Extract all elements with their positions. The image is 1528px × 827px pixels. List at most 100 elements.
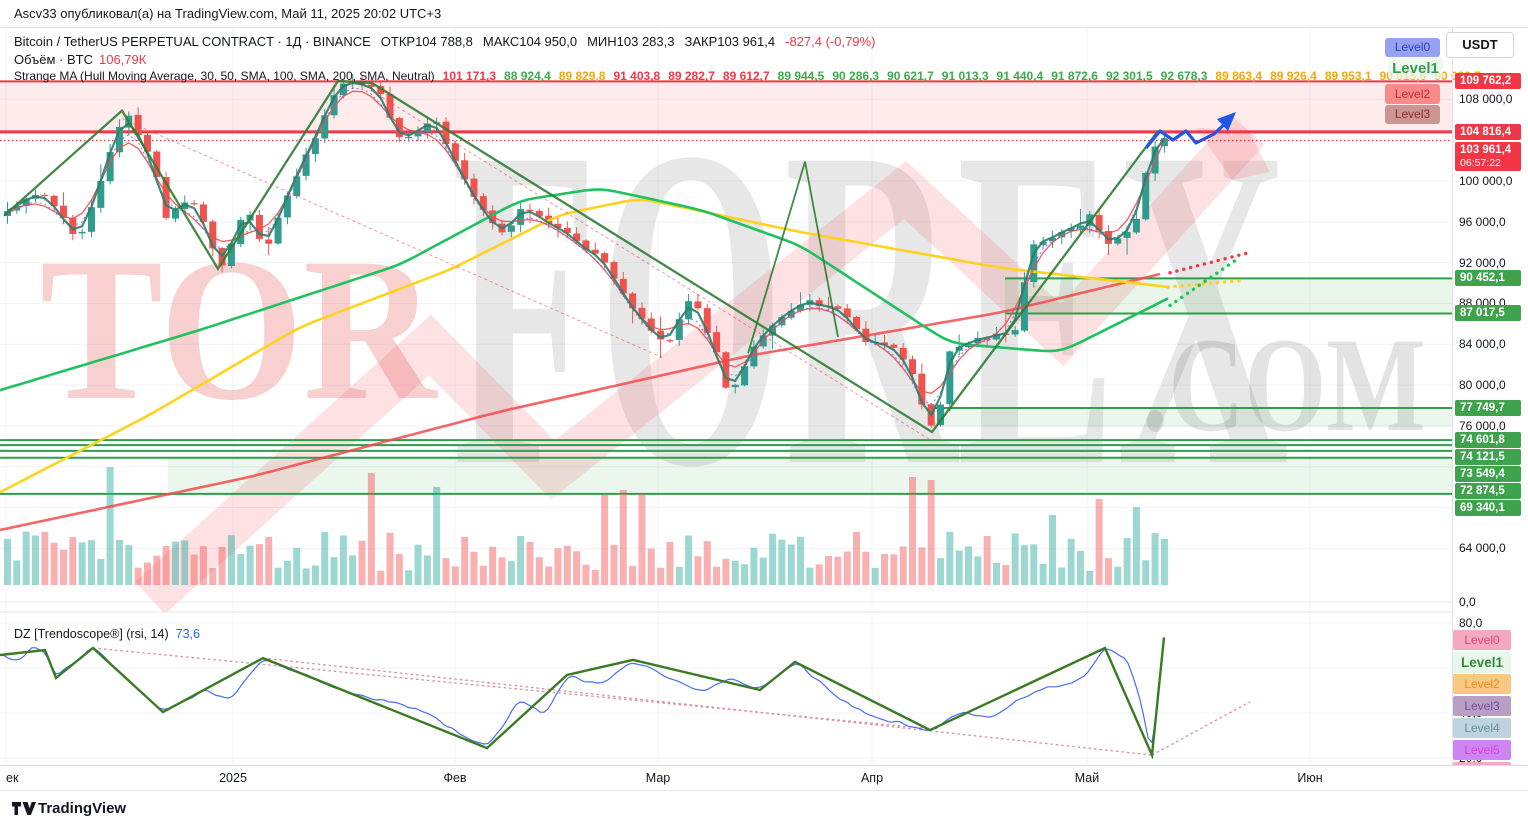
- time-label-Мар: Мар: [645, 771, 671, 785]
- hull-ma-value-5: 89 612,7: [722, 69, 770, 83]
- time-label-Фев: Фев: [443, 771, 467, 785]
- rsi-level-flag-Level3: Level3: [1453, 696, 1511, 716]
- footer-bar: TradingView: [0, 790, 1528, 827]
- price-flag-red-104816.4: 104 816,4: [1455, 123, 1521, 140]
- hull-ma-value-10: 91 440,4: [996, 69, 1044, 83]
- ohlc-ОТКР: ОТКР104 788,8: [380, 34, 473, 49]
- watermark-tor: TOR: [40, 216, 438, 443]
- resistance-zone: [0, 81, 1452, 132]
- rsi-level-flag-Level0: Level0: [1453, 630, 1511, 650]
- tradingview-brand-text[interactable]: TradingView: [38, 800, 127, 817]
- price-flag-red-109762.2: 109 762,2: [1455, 73, 1521, 90]
- watermark-arrow: [135, 115, 1265, 612]
- volume-value: 106,79К: [98, 52, 147, 67]
- price-chart-canvas[interactable]: TOR FOREX.COM: [0, 0, 1452, 765]
- rsi-level-flag-Level2: Level2: [1453, 674, 1511, 694]
- symbol-title[interactable]: Bitcoin / TetherUS PERPETUAL CONTRACT · …: [14, 34, 371, 49]
- axis-price-100000: 100 000,0: [1459, 174, 1513, 188]
- ohlc-ЗАКР: ЗАКР103 961,4: [684, 34, 776, 49]
- volume-bars: [4, 467, 1168, 585]
- axis-price-108000: 108 000,0: [1459, 92, 1513, 107]
- symbol-legend-row[interactable]: Bitcoin / TetherUS PERPETUAL CONTRACT · …: [14, 34, 875, 49]
- time-label-ек: ек: [6, 771, 19, 785]
- support-zone-72k: [168, 457, 1452, 494]
- price-flag-green-69340.1: 69 340,1: [1455, 500, 1521, 517]
- ohlc-values: ОТКР104 788,8 МАКС104 950,0 МИН103 283,3 ЗА…: [371, 34, 775, 49]
- support-zone-77k: [930, 408, 1452, 428]
- axis-price-84000: 84 000,0: [1459, 337, 1506, 352]
- time-axis[interactable]: ек 2025 Фев Мар Апр Май Июн: [0, 765, 1528, 790]
- price-scale[interactable]: 108 000,0 100 000,0 96 000,0 92 000,0 88 000…: [1452, 28, 1528, 782]
- hull-ma-value-16: 89 953,1: [1324, 69, 1372, 83]
- axis-price-92000: 92 000,0: [1459, 255, 1506, 270]
- time-label-2025: 2025: [219, 771, 247, 785]
- green-projection-dots: [1168, 256, 1240, 308]
- watermark-com: .COM: [1142, 311, 1426, 460]
- bar-countdown: 06:57:22: [1460, 156, 1501, 169]
- axis-price-96000: 96 000,0: [1459, 214, 1506, 229]
- price-flag-green-90452.1: 90 452,1: [1455, 270, 1521, 287]
- blue-arrow-head: [1217, 112, 1236, 131]
- price-flag-green-74121.5: 74 121,5: [1455, 449, 1521, 466]
- volume-label: Объём · BTC: [14, 52, 93, 67]
- hull-ma-value-7: 90 286,3: [832, 69, 880, 83]
- last-price-flag: 103 961,4 06:57:22: [1455, 141, 1521, 171]
- hull-ma-value-12: 92 301,5: [1105, 69, 1153, 83]
- time-label-Май: Май: [1074, 771, 1100, 785]
- hull-ma-value-15: 89 926,4: [1270, 69, 1317, 83]
- rsi-level-flag-Level1: Level1: [1453, 652, 1511, 673]
- axis-price-64000: 64 000,0: [1459, 541, 1506, 556]
- price-flag-green-73549.4: 73 549,4: [1455, 466, 1521, 483]
- ohlc-МАКС: МАКС104 950,0: [482, 34, 578, 49]
- level1-price-flag: Level1: [1388, 58, 1443, 79]
- level0-price-flag: Level0: [1385, 38, 1440, 57]
- axis-price-80000: 80 000,0: [1459, 378, 1506, 393]
- rsi-line: [0, 637, 1165, 745]
- zigzag-spike: [747, 161, 839, 354]
- hull-ma-label: Strange MA (Hull Moving Average, 30, 50,…: [14, 69, 435, 83]
- support-zone-90k: [1005, 278, 1452, 314]
- trendoscope-value: 73,6: [175, 627, 200, 641]
- red-projection-dots: [1168, 251, 1248, 275]
- time-label-Апр: Апр: [860, 771, 884, 785]
- hull-ma-value-4: 89 282,7: [668, 69, 715, 83]
- hull-ma-value-1: 88 924,4: [504, 69, 551, 83]
- hull-ma-value-11: 91 872,6: [1051, 69, 1098, 83]
- blue-arrow-drawing: [1144, 116, 1233, 150]
- tradingview-logo-icon[interactable]: [12, 801, 36, 817]
- torforex-watermark: TOR FOREX.COM: [40, 53, 1426, 612]
- currency-toggle-usdt[interactable]: USDT: [1446, 32, 1514, 58]
- main-pane[interactable]: TOR FOREX.COM: [0, 28, 1452, 612]
- ohlc-МИН: МИН103 283,3: [587, 34, 675, 49]
- axis-price-76000: 76 000,0: [1459, 418, 1506, 433]
- rsi-level-flag-Level5: Level5: [1453, 740, 1511, 760]
- volume-legend-row[interactable]: Объём · BTC 106,79К: [14, 52, 146, 67]
- hull-ma-value-2: 89 829,8: [558, 69, 606, 83]
- price-flag-green-74601.8: 74 601,8: [1455, 432, 1521, 449]
- time-label-Июн: Июн: [1297, 771, 1323, 785]
- level3-price-flag: Level3: [1385, 105, 1440, 124]
- zigzag-drawing: [3, 79, 1159, 434]
- last-price-value: 103 961,4: [1460, 143, 1512, 156]
- hull-ma-value-14: 89 863,4: [1215, 69, 1263, 83]
- change-value: -827,4 (-0,79%): [785, 34, 876, 49]
- trendoscope-legend-row[interactable]: DZ [Trendoscope®] (rsi, 14) 73,6: [14, 627, 200, 641]
- yellow-projection-dots: [1166, 278, 1244, 289]
- price-flag-green-72874.5: 72 874,5: [1455, 483, 1521, 500]
- hull-ma-value-13: 92 678,3: [1160, 69, 1208, 83]
- level2-price-flag: Level2: [1385, 84, 1440, 104]
- price-flag-green-77749.7: 77 749,7: [1455, 400, 1521, 417]
- publish-info-bar: Ascv33 опубликовал(а) на TradingView.com…: [0, 0, 1528, 28]
- price-flag-green-87017.5: 87 017,5: [1455, 305, 1521, 322]
- rsi-level-flag-Level4: Level4: [1453, 718, 1511, 738]
- rsi-pane[interactable]: [0, 614, 1452, 765]
- rsi-zigzag: [0, 637, 1166, 760]
- hull-ma-value-6: 89 944,5: [777, 69, 825, 83]
- axis-volume-zero: 0,0: [1459, 595, 1476, 609]
- axis-rsi-80: 80,0: [1459, 616, 1483, 630]
- hull-ma-legend-row[interactable]: Strange MA (Hull Moving Average, 30, 50,…: [14, 69, 1501, 83]
- publish-info-text: Ascv33 опубликовал(а) на TradingView.com…: [14, 6, 442, 21]
- hull-ma-value-3: 91 403,8: [613, 69, 661, 83]
- watermark-arrowhead: [1196, 128, 1270, 180]
